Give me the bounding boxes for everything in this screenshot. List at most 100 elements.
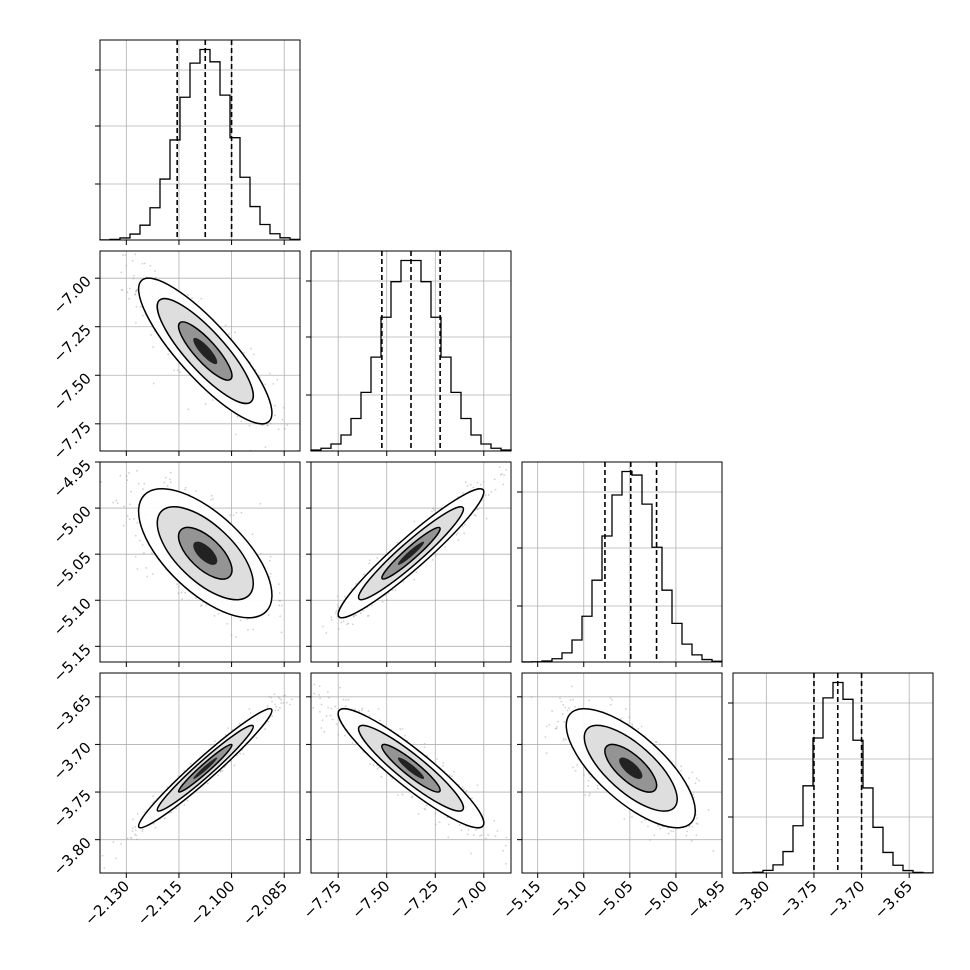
scatter-point bbox=[173, 369, 175, 372]
scatter-point bbox=[344, 705, 347, 708]
scatter-point bbox=[401, 728, 404, 730]
scatter-point bbox=[695, 822, 698, 825]
scatter-point bbox=[352, 623, 354, 626]
scatter-point bbox=[143, 482, 146, 485]
scatter-point bbox=[545, 752, 548, 755]
scatter-group bbox=[302, 672, 508, 865]
scatter-point bbox=[368, 559, 371, 562]
scatter-point bbox=[323, 730, 326, 733]
scatter-point bbox=[319, 697, 322, 700]
scatter-point bbox=[184, 591, 186, 594]
scatter-point bbox=[461, 525, 464, 528]
scatter-point bbox=[126, 837, 129, 840]
scatter-point bbox=[112, 841, 115, 844]
scatter-point bbox=[231, 728, 234, 731]
scatter-point bbox=[423, 742, 426, 745]
panel-1-1 bbox=[306, 250, 512, 456]
scatter-point bbox=[494, 488, 497, 491]
scatter-point bbox=[425, 804, 428, 807]
scatter-point bbox=[456, 532, 459, 535]
scatter-point bbox=[340, 621, 343, 624]
scatter-point bbox=[597, 787, 599, 790]
scatter-point bbox=[464, 523, 466, 526]
scatter-point bbox=[563, 720, 566, 723]
scatter-point bbox=[564, 738, 567, 741]
scatter-point bbox=[228, 333, 230, 336]
scatter-point bbox=[277, 428, 280, 431]
scatter-point bbox=[326, 691, 329, 693]
scatter-point bbox=[302, 672, 304, 674]
scatter-point bbox=[631, 816, 633, 818]
scatter-point bbox=[230, 634, 233, 637]
scatter-point bbox=[515, 453, 517, 455]
scatter-point bbox=[411, 795, 414, 798]
scatter-point bbox=[180, 591, 183, 594]
scatter-point bbox=[187, 408, 190, 411]
scatter-group bbox=[97, 693, 293, 869]
scatter-point bbox=[136, 813, 139, 815]
scatter-point bbox=[239, 752, 242, 755]
scatter-point bbox=[304, 446, 306, 448]
scatter-point bbox=[433, 508, 435, 511]
scatter-point bbox=[219, 770, 222, 773]
scatter-point bbox=[289, 703, 291, 706]
scatter-point bbox=[566, 709, 569, 712]
x-tick-label: −7.00 bbox=[445, 877, 490, 922]
scatter-point bbox=[473, 513, 476, 516]
x-tick-label: −2.130 bbox=[81, 877, 133, 929]
scatter-point bbox=[186, 799, 189, 802]
scatter-point bbox=[570, 685, 573, 688]
scatter-point bbox=[128, 472, 130, 474]
panel-frame bbox=[99, 250, 301, 452]
panel-0-0 bbox=[95, 39, 301, 245]
scatter-point bbox=[436, 758, 438, 760]
scatter-point bbox=[505, 836, 508, 839]
scatter-point bbox=[312, 707, 315, 709]
scatter-point bbox=[562, 737, 565, 740]
scatter-point bbox=[301, 647, 303, 649]
scatter-point bbox=[236, 415, 239, 418]
scatter-point bbox=[126, 515, 129, 518]
scatter-point bbox=[367, 710, 370, 713]
scatter-point bbox=[417, 812, 420, 815]
scatter-point bbox=[302, 662, 304, 664]
scatter-group bbox=[100, 469, 283, 638]
scatter-point bbox=[101, 854, 104, 857]
scatter-point bbox=[368, 714, 371, 717]
scatter-point bbox=[455, 533, 458, 536]
scatter-point bbox=[238, 722, 241, 725]
scatter-point bbox=[361, 609, 364, 612]
scatter-point bbox=[97, 857, 99, 859]
scatter-point bbox=[435, 555, 437, 557]
scatter-point bbox=[268, 695, 271, 698]
scatter-point bbox=[513, 720, 515, 722]
scatter-point bbox=[493, 478, 496, 481]
scatter-point bbox=[335, 723, 338, 725]
scatter-point bbox=[136, 469, 138, 472]
scatter-point bbox=[266, 704, 269, 707]
scatter-point bbox=[283, 427, 286, 430]
scatter-point bbox=[696, 823, 699, 825]
scatter-point bbox=[135, 834, 137, 837]
scatter-point bbox=[266, 424, 269, 427]
panel-frame bbox=[521, 672, 723, 874]
scatter-point bbox=[484, 494, 487, 497]
scatter-point bbox=[125, 475, 128, 478]
scatter-point bbox=[453, 770, 455, 773]
scatter-point bbox=[695, 777, 698, 780]
scatter-point bbox=[152, 382, 155, 385]
scatter-point bbox=[152, 822, 155, 825]
scatter-point bbox=[136, 567, 139, 570]
scatter-point bbox=[688, 777, 690, 780]
scatter-point bbox=[692, 793, 695, 796]
scatter-point bbox=[410, 796, 413, 799]
scatter-point bbox=[205, 604, 208, 606]
scatter-point bbox=[103, 867, 106, 869]
scatter-point bbox=[434, 812, 437, 815]
scatter-point bbox=[150, 334, 152, 336]
scatter-point bbox=[628, 716, 631, 719]
scatter-point bbox=[243, 351, 245, 354]
scatter-point bbox=[637, 727, 640, 730]
scatter-point bbox=[490, 490, 493, 493]
scatter-point bbox=[442, 764, 444, 767]
